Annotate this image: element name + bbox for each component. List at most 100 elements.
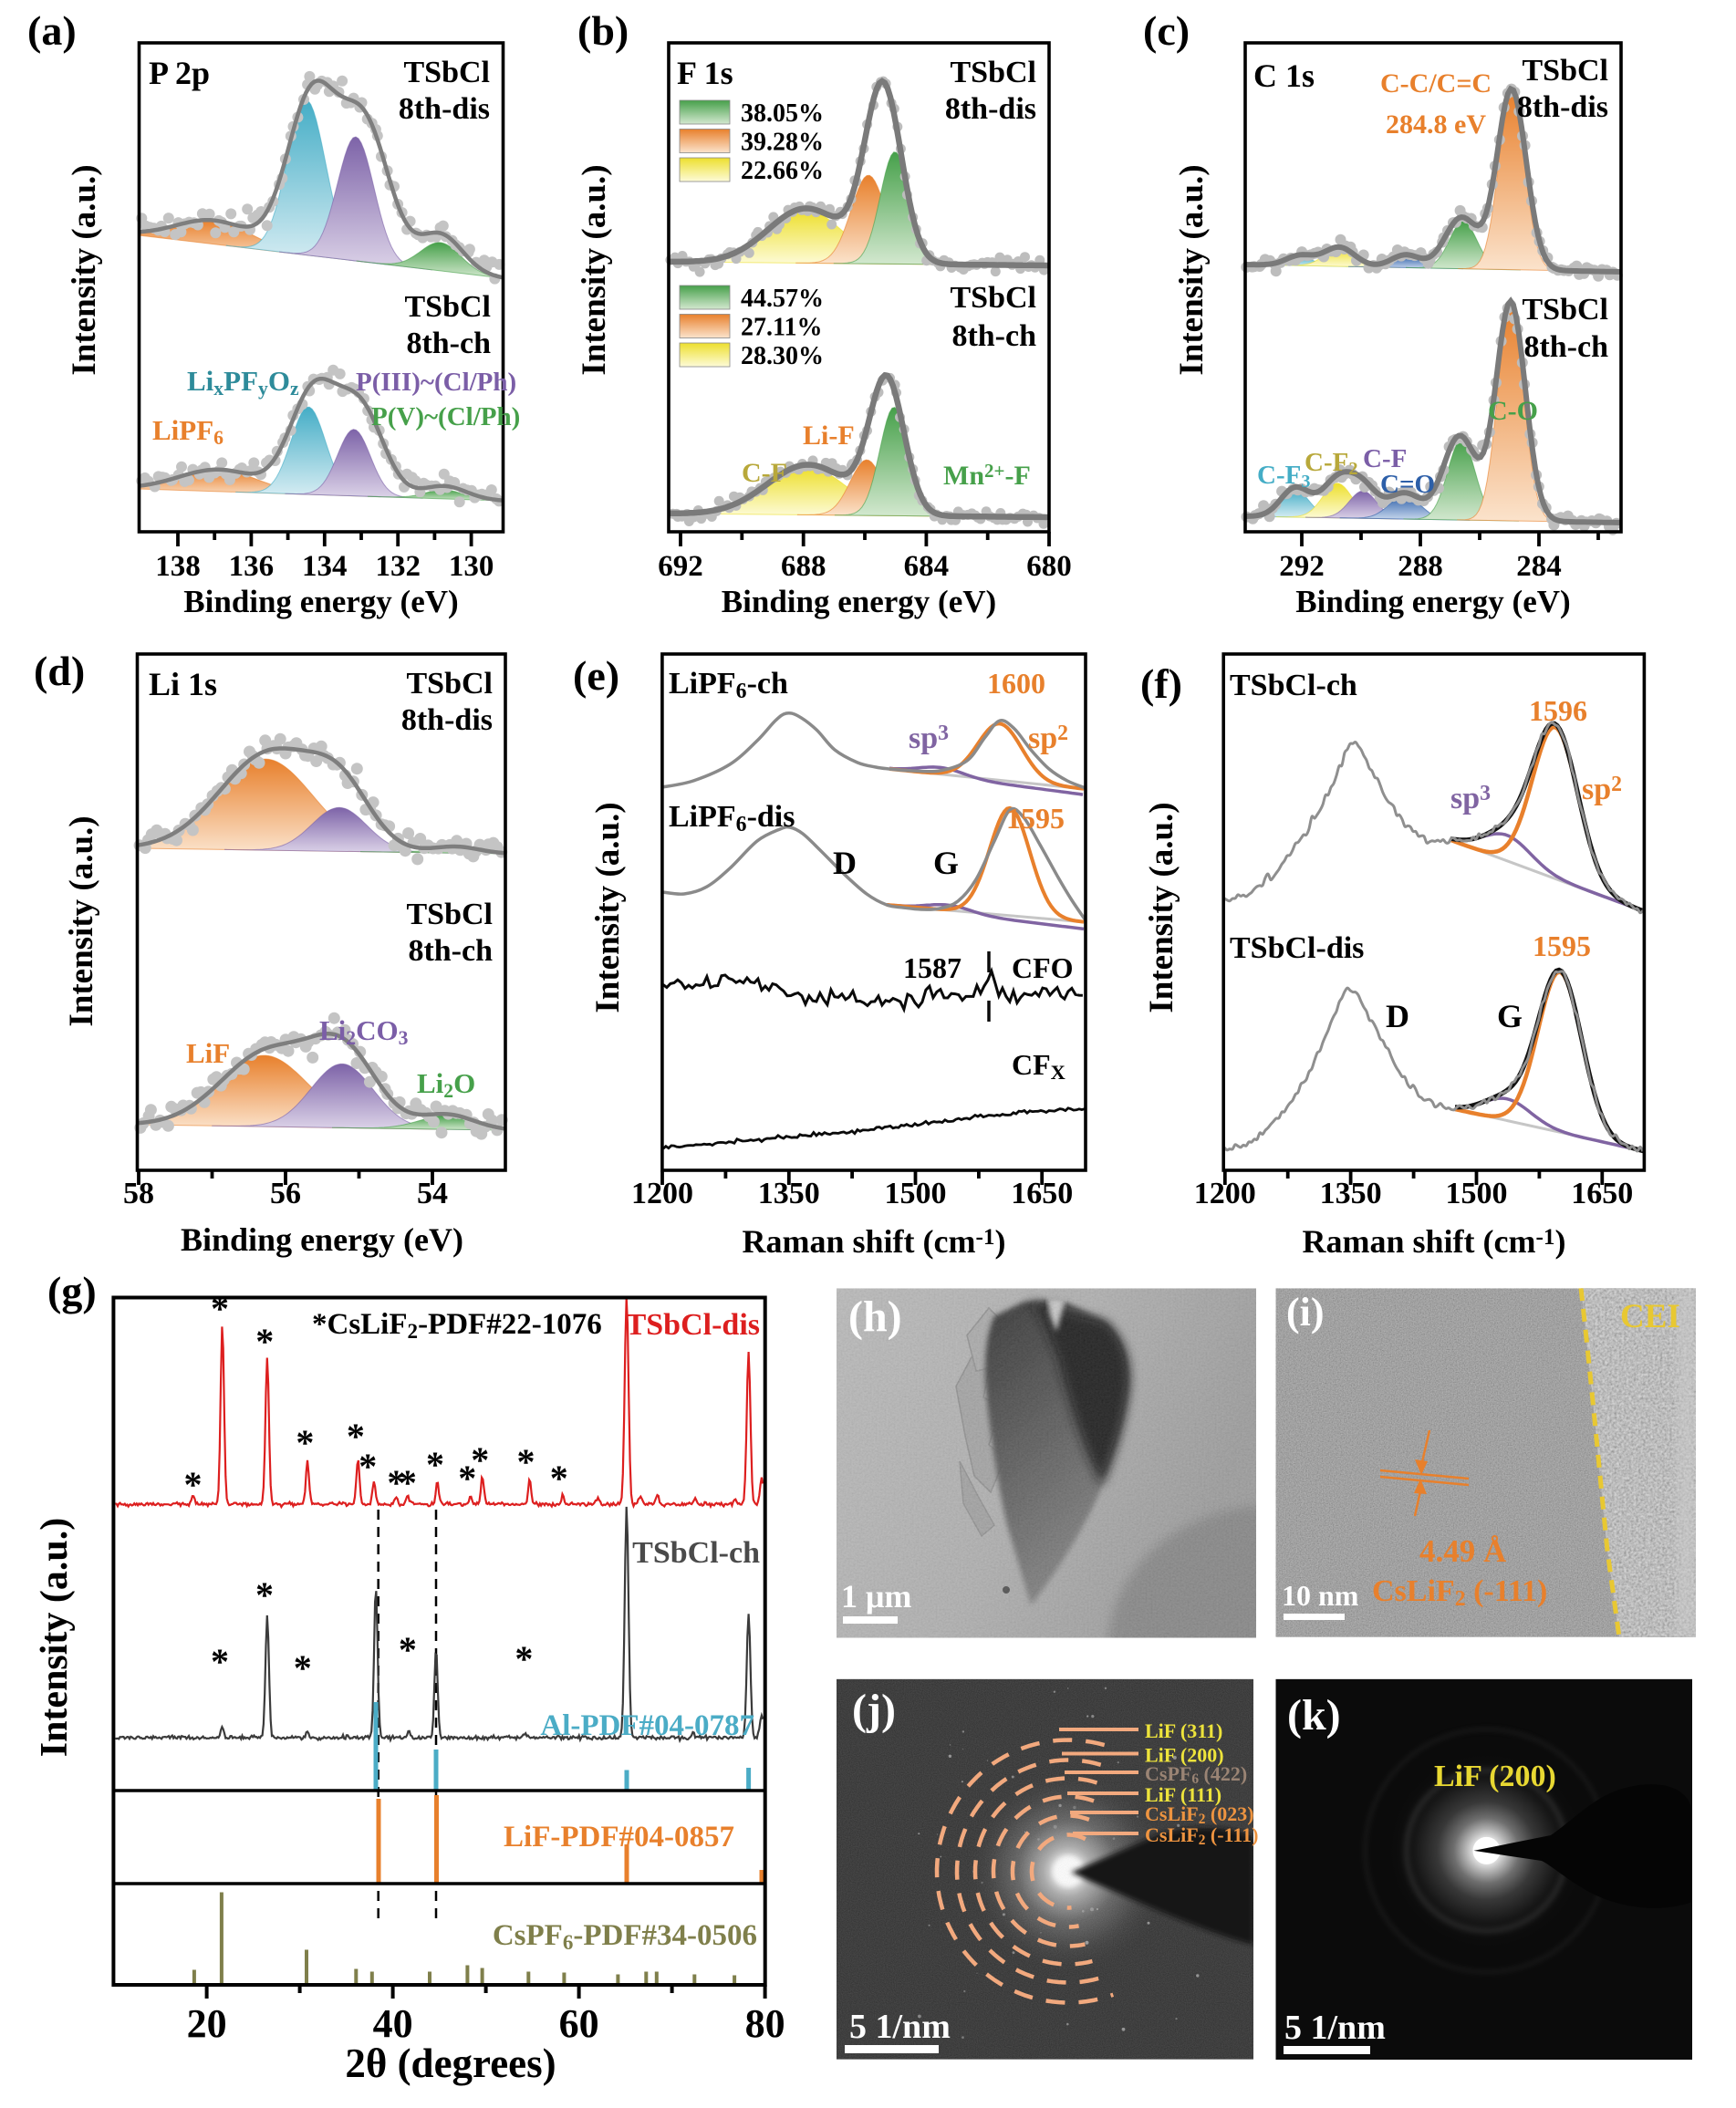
svg-text:1595: 1595 [1006,802,1065,835]
svg-text:*: * [517,1441,535,1482]
svg-text:8th-ch: 8th-ch [406,327,491,360]
svg-text:D: D [1386,998,1409,1034]
svg-text:CFO: CFO [1012,951,1074,984]
svg-text:LiF (200): LiF (200) [1434,1760,1556,1793]
svg-text:C-C/C=C: C-C/C=C [1380,68,1492,99]
svg-text:TSbCl: TSbCl [951,56,1037,89]
svg-text:(g): (g) [47,1268,97,1314]
svg-text:C-F: C-F [1363,444,1407,473]
svg-text:1350: 1350 [1320,1177,1382,1210]
svg-text:1596: 1596 [1529,694,1587,727]
svg-text:LixPFyOz: LixPFyOz [187,365,299,400]
svg-text:*: * [347,1416,365,1457]
svg-text:284: 284 [1516,550,1562,583]
svg-text:38.05%: 38.05% [741,99,824,128]
svg-text:28.30%: 28.30% [741,342,824,370]
svg-text:*: * [255,1321,274,1362]
svg-text:C=O: C=O [1380,470,1435,499]
svg-text:LiF (111): LiF (111) [1145,1783,1221,1806]
svg-text:*: * [458,1458,476,1499]
svg-text:Intensity (a.u.): Intensity (a.u.) [66,164,103,375]
svg-text:684: 684 [904,550,950,583]
svg-text:1595: 1595 [1533,929,1591,962]
svg-text:39.28%: 39.28% [741,129,824,157]
svg-text:40: 40 [373,2001,413,2046]
svg-text:TSbCl-ch: TSbCl-ch [632,1536,760,1570]
svg-text:*: * [399,1462,417,1503]
svg-text:TSbCl: TSbCl [405,290,492,324]
svg-text:CFX: CFX [1012,1048,1066,1084]
svg-text:5 1/nm: 5 1/nm [1284,2009,1386,2047]
svg-text:TSbCl: TSbCl [1523,293,1609,327]
svg-text:D: D [833,845,857,881]
svg-text:F 1s: F 1s [677,55,733,91]
svg-text:1650: 1650 [1571,1177,1633,1210]
svg-text:C-F3: C-F3 [1257,461,1310,492]
svg-text:*: * [211,1288,229,1329]
svg-text:8th-dis: 8th-dis [401,703,493,737]
svg-text:CEI: CEI [1620,1298,1680,1335]
svg-text:1200: 1200 [1194,1177,1256,1210]
svg-text:*: * [359,1446,377,1487]
svg-text:680: 680 [1026,550,1072,583]
svg-text:10 nm: 10 nm [1282,1579,1359,1612]
svg-text:TSbCl: TSbCl [951,281,1037,315]
svg-text:(d): (d) [34,648,85,694]
svg-text:Intensity (a.u.): Intensity (a.u.) [1143,802,1180,1012]
svg-text:Binding energy (eV): Binding energy (eV) [722,584,996,619]
svg-text:*: * [387,1462,405,1503]
svg-text:*CsLiF2-PDF#22-1076: *CsLiF2-PDF#22-1076 [312,1308,602,1343]
svg-text:8th-ch: 8th-ch [951,319,1036,353]
svg-text:27.11%: 27.11% [741,314,822,342]
svg-text:LiPF6-ch: LiPF6-ch [669,667,788,703]
svg-text:P(III)~(Cl/Ph): P(III)~(Cl/Ph) [356,368,516,397]
svg-text:TSbCl-dis: TSbCl-dis [1230,931,1364,965]
svg-text:LiF-PDF#04-0857: LiF-PDF#04-0857 [504,1821,734,1854]
svg-text:20: 20 [187,2001,227,2046]
svg-text:C 1s: C 1s [1253,57,1315,94]
svg-text:Raman shift (cm-1): Raman shift (cm-1) [1303,1223,1566,1260]
svg-text:TSbCl: TSbCl [1523,54,1609,88]
svg-text:Al-PDF#04-0787: Al-PDF#04-0787 [540,1709,754,1742]
svg-text:Binding energy (eV): Binding energy (eV) [1295,584,1570,619]
svg-text:Li-F: Li-F [803,421,855,451]
svg-text:4.49 Å: 4.49 Å [1419,1533,1507,1569]
svg-text:Li 1s: Li 1s [149,666,217,702]
svg-text:8th-dis: 8th-dis [1517,90,1608,124]
svg-text:Binding energy (eV): Binding energy (eV) [183,584,458,619]
svg-text:(f): (f) [1140,660,1182,707]
svg-text:(a): (a) [27,7,77,54]
svg-text:TSbCl: TSbCl [407,898,494,931]
svg-text:688: 688 [781,550,826,583]
svg-text:136: 136 [229,550,275,583]
svg-text:Intensity (a.u.): Intensity (a.u.) [589,802,627,1012]
svg-text:8th-ch: 8th-ch [1523,330,1608,364]
svg-text:LiF (311): LiF (311) [1145,1719,1222,1742]
svg-text:*: * [426,1444,444,1485]
svg-text:1650: 1650 [1011,1177,1073,1210]
svg-text:1500: 1500 [885,1177,947,1210]
svg-text:LiPF6-dis: LiPF6-dis [669,800,795,836]
svg-text:TSbCl: TSbCl [404,56,491,89]
svg-text:Intensity (a.u.): Intensity (a.u.) [63,815,100,1026]
svg-text:G: G [933,845,959,881]
svg-text:*: * [294,1647,312,1688]
svg-text:CsPF6-PDF#34-0506: CsPF6-PDF#34-0506 [493,1919,757,1954]
svg-text:132: 132 [375,550,421,583]
svg-text:LiPF6: LiPF6 [152,414,223,449]
svg-text:C-O: C-O [1488,396,1538,426]
svg-text:1350: 1350 [758,1177,820,1210]
svg-text:(k): (k) [1287,1691,1341,1739]
svg-text:*: * [550,1458,568,1499]
svg-text:1500: 1500 [1446,1177,1508,1210]
svg-text:1587: 1587 [903,951,962,984]
svg-text:Li2CO3: Li2CO3 [319,1014,409,1049]
svg-text:(j): (j) [852,1686,896,1734]
svg-text:60: 60 [559,2001,599,2046]
svg-text:sp3: sp3 [1450,782,1491,815]
svg-text:P(V)~(Cl/Ph): P(V)~(Cl/Ph) [371,402,520,431]
svg-text:134: 134 [302,550,348,583]
svg-text:*: * [515,1638,533,1679]
svg-text:80: 80 [745,2001,785,2046]
svg-text:TSbCl-dis: TSbCl-dis [626,1308,760,1342]
